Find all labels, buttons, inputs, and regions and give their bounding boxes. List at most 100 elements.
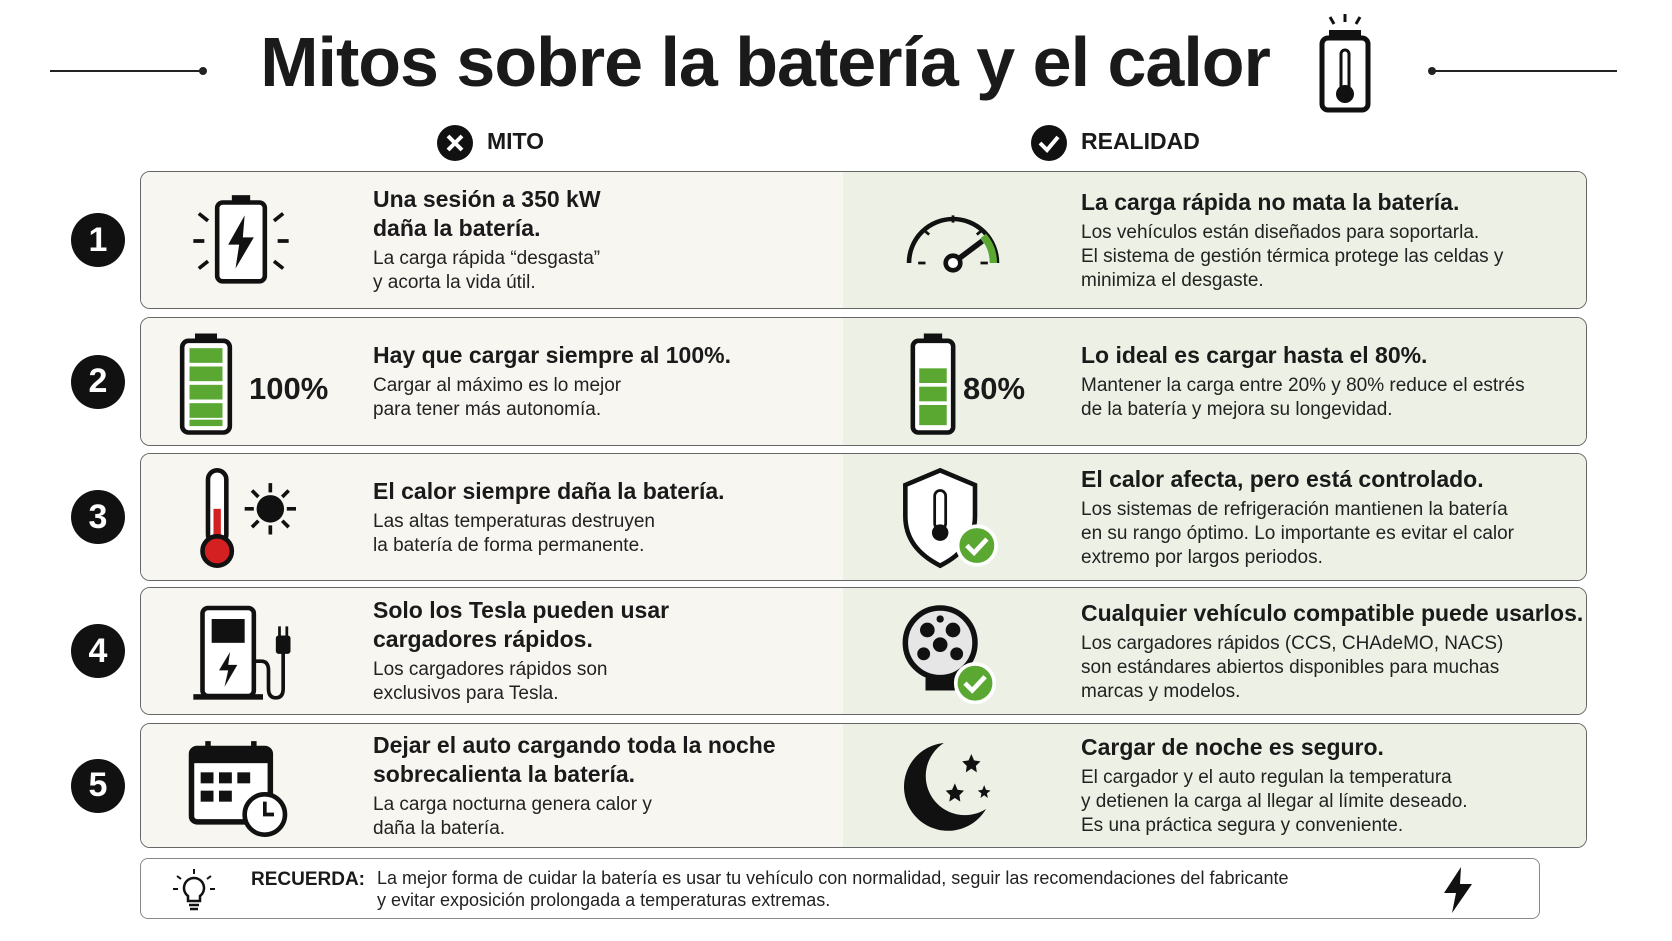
reality-panel: La carga rápida no mata la batería. Los v… bbox=[843, 172, 1586, 308]
reality-panel: El calor afecta, pero está controlado. Lo… bbox=[843, 454, 1586, 580]
reality-icon bbox=[903, 467, 998, 569]
icon-shape bbox=[965, 537, 989, 557]
icon-shape bbox=[920, 622, 935, 638]
row-number: 3 bbox=[71, 490, 125, 544]
icon-shape bbox=[182, 876, 206, 903]
myth-line: Las altas temperaturas destruyen bbox=[373, 510, 655, 532]
row: Una sesión a 350 kW daña la batería. La ca… bbox=[140, 171, 1587, 309]
icon-shape bbox=[919, 367, 947, 383]
icon-shape bbox=[278, 626, 289, 636]
icon-shape bbox=[237, 771, 251, 783]
icon-shape bbox=[211, 619, 245, 643]
reality-figure: 80% bbox=[963, 370, 1026, 406]
reality-header: REALIDAD bbox=[1081, 128, 1200, 154]
myth-figure: 100% bbox=[249, 370, 329, 406]
icon-shape bbox=[173, 869, 215, 890]
myth-text: Dejar el auto cargando toda la noche sobr… bbox=[373, 724, 776, 847]
reality-line: El sistema de gestión térmica protege la… bbox=[1081, 245, 1504, 267]
icon-shape bbox=[1319, 35, 1371, 113]
icon-shape bbox=[200, 771, 214, 783]
reality-icon bbox=[1031, 125, 1067, 161]
myth-icon bbox=[437, 125, 473, 161]
icon-shape bbox=[446, 134, 464, 152]
reality-line: Mantener la carga entre 20% y 80% reduce… bbox=[1081, 375, 1525, 396]
title: Mitos sobre la batería y el calor bbox=[260, 23, 1271, 101]
rule bbox=[1432, 70, 1617, 72]
myth-line: la batería de forma permanente. bbox=[373, 534, 645, 556]
icon-shape bbox=[253, 652, 285, 700]
icon-shape bbox=[963, 675, 987, 694]
myth-line: Los cargadores rápidos son bbox=[373, 659, 608, 680]
reality-line: son estándares abiertos disponibles para… bbox=[1081, 656, 1500, 678]
icon-shape bbox=[1038, 135, 1060, 153]
icon-shape bbox=[193, 694, 263, 700]
icon-shape bbox=[945, 622, 961, 638]
icon-shape bbox=[904, 742, 986, 831]
row-number: 2 bbox=[71, 354, 125, 409]
myth-panel: 100% Hay que cargar siempre al 100%. Carga… bbox=[141, 318, 843, 445]
reality-body: Los sistemas de refrigeración mantienen … bbox=[1081, 498, 1514, 570]
reality-panel: Cualquier vehículo compatible puede usar… bbox=[843, 588, 1586, 714]
row: Solo los Tesla pueden usar cargadores ráp… bbox=[140, 587, 1587, 715]
bulb-icon bbox=[173, 869, 215, 911]
reality-line: Los vehículos están diseñados para sopor… bbox=[1081, 221, 1480, 243]
icon-shape bbox=[219, 790, 232, 802]
footer-text: La mejor forma de cuidar la batería es u… bbox=[377, 867, 1289, 911]
footer-label: RECUERDA: bbox=[251, 869, 365, 890]
icon-shape bbox=[189, 384, 223, 399]
icon-shape bbox=[231, 195, 251, 203]
reality-line: de la batería y mejora su longevidad. bbox=[1081, 399, 1393, 420]
myth-icon bbox=[200, 468, 296, 568]
footer: RECUERDA: La mejor forma de cuidar la ba… bbox=[140, 858, 1540, 919]
icon-shape bbox=[275, 635, 291, 654]
icon-shape bbox=[193, 212, 289, 270]
bolt-icon bbox=[1444, 867, 1472, 913]
myth-title: daña la batería. bbox=[373, 215, 541, 241]
icon-shape bbox=[219, 771, 232, 783]
reality-line: El cargador y el auto regulan la tempera… bbox=[1081, 767, 1452, 788]
icon-shape bbox=[1444, 867, 1472, 913]
myth-title: Hay que cargar siempre al 100%. bbox=[373, 342, 731, 368]
reality-body: Los vehículos están diseñados para sopor… bbox=[1081, 221, 1503, 293]
icon-shape bbox=[244, 483, 296, 535]
myth-header: MITO bbox=[487, 128, 545, 154]
icon-shape bbox=[919, 404, 947, 425]
icon-shape bbox=[917, 615, 964, 661]
reality-line: minimiza el desgaste. bbox=[1081, 269, 1264, 291]
icon-shape bbox=[263, 801, 274, 816]
icon-shape bbox=[189, 402, 223, 418]
reality-panel: Cargar de noche es seguro. El cargador y … bbox=[843, 724, 1586, 847]
icon-shape bbox=[953, 662, 997, 705]
reality-line: en su rango óptimo. Lo importante es evi… bbox=[1081, 522, 1515, 544]
reality-text: Lo ideal es cargar hasta el 80%. Mantener… bbox=[1081, 318, 1525, 445]
icon-shape bbox=[1336, 85, 1354, 103]
icon-shape bbox=[189, 903, 199, 911]
myth-body: Las altas temperaturas destruyen la bater… bbox=[373, 510, 725, 558]
icon-shape bbox=[950, 647, 964, 661]
icon-shape bbox=[228, 215, 254, 269]
row-number: 4 bbox=[71, 624, 125, 678]
myth-icon bbox=[193, 605, 291, 700]
myth-line: La carga nocturna genera calor y bbox=[373, 793, 652, 815]
reality-body: Los cargadores rápidos (CCS, CHAdeMO, NA… bbox=[1081, 632, 1583, 704]
row: El calor siempre daña la batería. Las alt… bbox=[140, 453, 1587, 581]
icon-shape bbox=[945, 753, 991, 802]
icon-shape bbox=[213, 508, 221, 550]
reality-icon bbox=[910, 333, 956, 435]
row-number: 1 bbox=[71, 213, 125, 267]
reality-text: El calor afecta, pero está controlado. Lo… bbox=[1081, 454, 1514, 580]
footer-line: y evitar exposición prolongada a tempera… bbox=[377, 890, 831, 910]
reality-line: Los sistemas de refrigeración mantienen … bbox=[1081, 498, 1508, 520]
icon-shape bbox=[195, 333, 217, 341]
icon-shape bbox=[943, 253, 963, 273]
reality-line: y detienen la carga al llegar al límite … bbox=[1081, 791, 1468, 812]
myth-icon bbox=[188, 740, 288, 837]
reality-text: Cualquier vehículo compatible puede usar… bbox=[1081, 588, 1583, 714]
myth-icon bbox=[193, 195, 289, 284]
myth-text: Una sesión a 350 kW daña la batería. La ca… bbox=[373, 172, 601, 308]
myth-body: La carga rápida “desgasta” y acorta la vi… bbox=[373, 247, 601, 295]
reality-text: La carga rápida no mata la batería. Los v… bbox=[1081, 172, 1503, 308]
reality-title: El calor afecta, pero está controlado. bbox=[1081, 465, 1484, 492]
icon-shape bbox=[189, 347, 223, 363]
